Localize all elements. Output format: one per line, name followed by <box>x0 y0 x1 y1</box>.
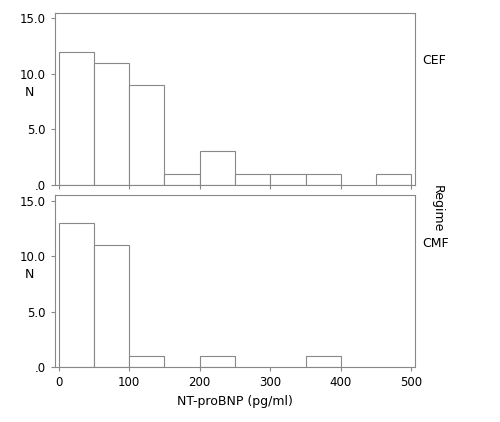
Bar <box>376 173 412 185</box>
Bar <box>94 62 129 185</box>
Y-axis label: N: N <box>25 268 34 281</box>
Bar <box>129 85 164 185</box>
X-axis label: NT-proBNP (pg/ml): NT-proBNP (pg/ml) <box>177 395 293 408</box>
Text: CEF: CEF <box>422 54 446 68</box>
Bar <box>235 173 270 185</box>
Bar <box>58 223 94 367</box>
Bar <box>270 173 306 185</box>
Bar <box>94 245 129 367</box>
Bar <box>164 173 200 185</box>
Bar <box>200 151 235 185</box>
Text: CMF: CMF <box>422 237 449 250</box>
Y-axis label: N: N <box>25 86 34 99</box>
Bar <box>129 356 164 367</box>
Bar <box>306 356 341 367</box>
Text: Regime: Regime <box>431 185 444 233</box>
Bar <box>58 51 94 185</box>
Bar <box>200 356 235 367</box>
Bar <box>306 173 341 185</box>
